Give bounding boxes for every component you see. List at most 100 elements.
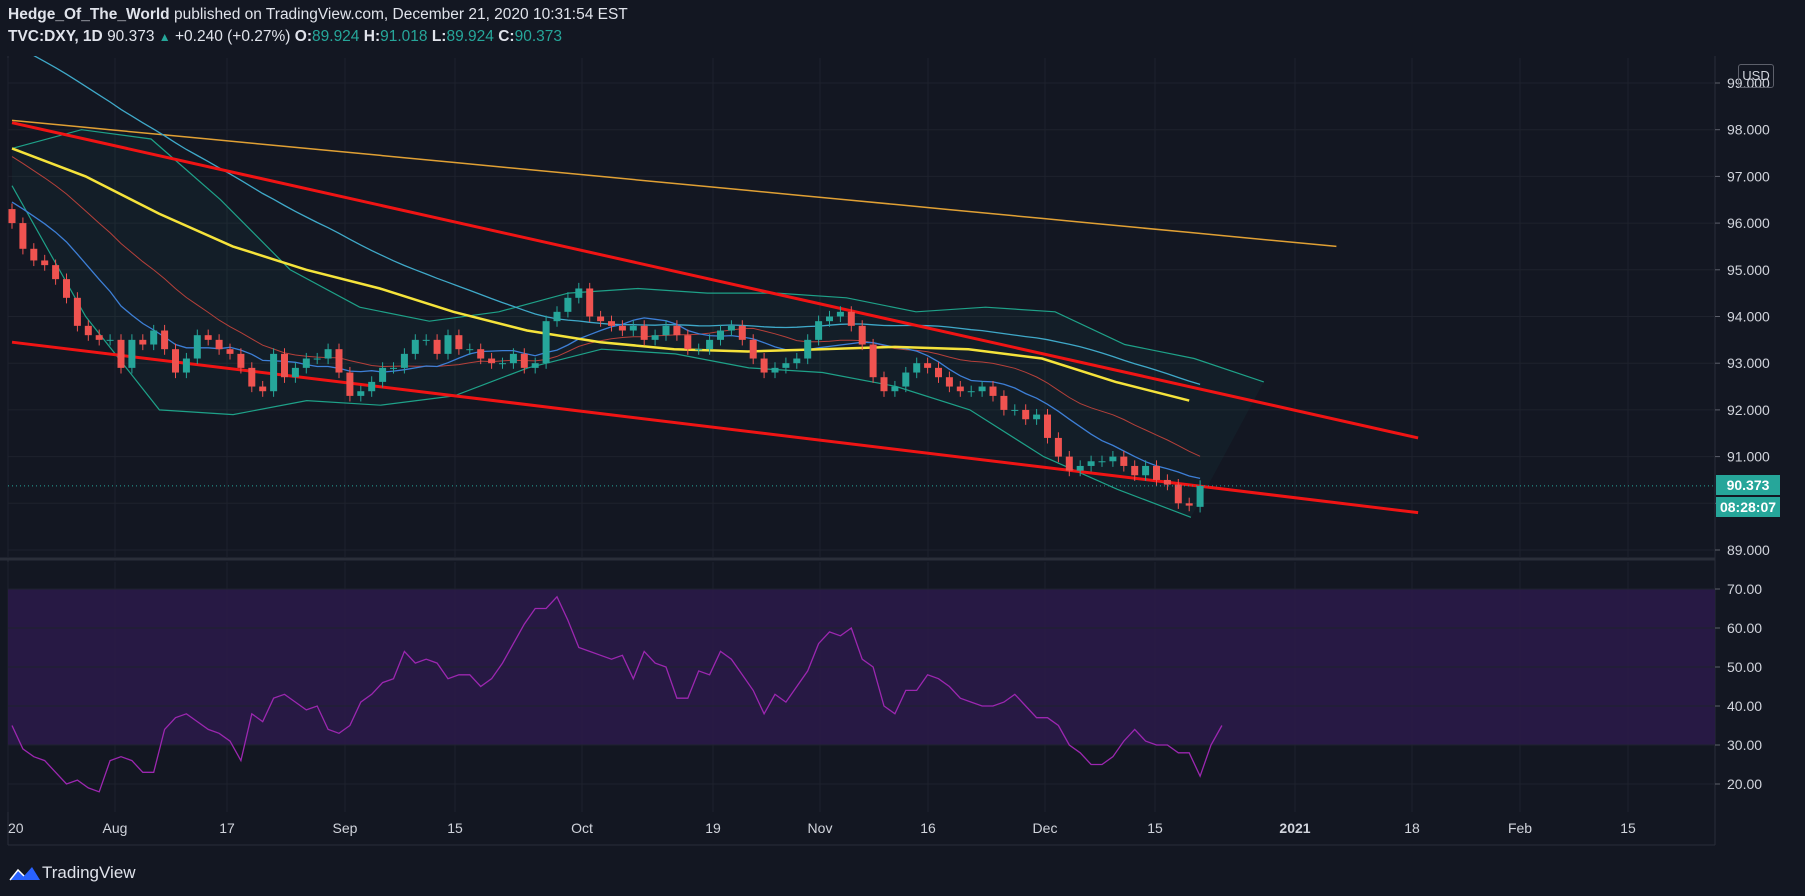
candle-body [640, 325, 648, 340]
candle-body [73, 297, 81, 326]
candle-body [717, 330, 724, 340]
candle-body [1196, 485, 1204, 507]
candle-body [608, 321, 615, 326]
candle-body [357, 391, 365, 396]
close-value: 90.373 [514, 28, 562, 45]
symbol-label[interactable]: TVC:DXY, 1D [8, 28, 103, 45]
candle-body [858, 325, 866, 345]
candle-body [455, 335, 463, 350]
candle-body [248, 367, 256, 387]
candle-body [400, 353, 408, 368]
candle-body [139, 339, 147, 345]
close-label: C: [498, 28, 515, 45]
price-change: +0.240 (+0.27%) [175, 28, 291, 45]
candle-body [128, 339, 136, 368]
x-tick-label: Feb [1508, 820, 1532, 836]
candle-body [411, 339, 419, 354]
last-price: 90.373 [107, 28, 155, 45]
candle-body [19, 223, 27, 249]
rsi-line [11, 595, 1223, 793]
x-tick-label: 16 [920, 820, 936, 836]
low-value: 89.924 [446, 28, 494, 45]
candle-body [1011, 409, 1019, 411]
x-tick-label: 20 [8, 820, 24, 836]
candle-body [945, 377, 953, 387]
candle-body [586, 288, 594, 317]
rsi-tick-label: 50.00 [1727, 659, 1762, 675]
candle-body [466, 349, 474, 351]
candle-body [1022, 409, 1030, 420]
candle-body [847, 311, 855, 326]
y-tick-label: 89.000 [1727, 542, 1770, 558]
chart-header: Hedge_Of_The_World published on TradingV… [0, 0, 1805, 56]
candle-body [531, 363, 539, 368]
candle-body [553, 311, 561, 322]
y-tick-label: 94.000 [1727, 309, 1770, 325]
candle-body [390, 367, 397, 369]
candle-body [760, 358, 768, 373]
candle-body [727, 325, 735, 331]
y-tick-label: 93.000 [1727, 355, 1770, 371]
candle-body [8, 209, 16, 224]
candle-body [509, 353, 517, 364]
candle-body [826, 316, 833, 322]
candle-body [913, 363, 921, 373]
candle-body [749, 339, 757, 359]
candle-body [662, 325, 670, 336]
tradingview-logo-icon[interactable] [8, 864, 42, 884]
publish-text: published on TradingView.com, December 2… [173, 6, 628, 23]
candle-body [804, 339, 812, 359]
candle-body [193, 335, 201, 359]
countdown-tag: 08:28:07 [1716, 497, 1780, 517]
candle-body [1098, 461, 1106, 463]
ma-100-line [11, 147, 1190, 402]
currency-button[interactable]: USD [1738, 64, 1774, 88]
candle-body [63, 279, 70, 298]
rsi-tick-label: 70.00 [1727, 581, 1762, 597]
candle-body [41, 260, 49, 266]
candle-body [270, 353, 278, 392]
candle-body [673, 325, 681, 336]
candle-body [84, 325, 92, 336]
candle-body [259, 386, 267, 392]
candle-body [629, 325, 637, 331]
candle-body [30, 248, 38, 261]
x-tick-label: Dec [1033, 820, 1058, 836]
candle-body [499, 363, 506, 365]
x-tick-label: 18 [1404, 820, 1420, 836]
candle-body [302, 358, 310, 368]
x-tick-label: 15 [447, 820, 463, 836]
candle-body [1087, 461, 1095, 466]
rsi-tick-label: 30.00 [1727, 737, 1762, 753]
open-value: 89.924 [312, 28, 360, 45]
bollinger-fill [12, 129, 1264, 518]
author-name[interactable]: Hedge_Of_The_World [8, 6, 170, 23]
chart-canvas[interactable]: 20 Aug 17 Sep 15 Oct 19 Nov 16 Dec 15 2021 18 Feb 15 89… [0, 0, 1805, 850]
high-value: 91.018 [380, 28, 428, 45]
ma-blue-line [11, 201, 1201, 480]
open-label: O: [294, 28, 313, 45]
candle-body [161, 330, 169, 350]
candle-body [215, 339, 223, 350]
brand-name[interactable]: TradingView [42, 863, 136, 882]
candle-body [1131, 465, 1139, 476]
candle-body [313, 358, 321, 360]
candle-body [422, 339, 430, 341]
candle-body [106, 339, 114, 341]
x-tick-label: Aug [103, 820, 128, 836]
ma-red-line [11, 156, 1201, 457]
trendline [11, 340, 1419, 515]
candle-body [1185, 503, 1193, 506]
candle-body [444, 335, 452, 354]
candle-body [346, 372, 354, 396]
ma-200-line [11, 119, 1337, 248]
candle-body [1076, 465, 1084, 471]
candle-body [782, 363, 790, 368]
x-tick-label: Nov [808, 820, 833, 836]
candle-body [956, 386, 964, 392]
candle-body [488, 358, 496, 364]
candle-body [771, 367, 779, 373]
publish-info: Hedge_Of_The_World published on TradingV… [8, 6, 628, 24]
candle-body [695, 349, 703, 351]
candle-body [172, 349, 179, 373]
